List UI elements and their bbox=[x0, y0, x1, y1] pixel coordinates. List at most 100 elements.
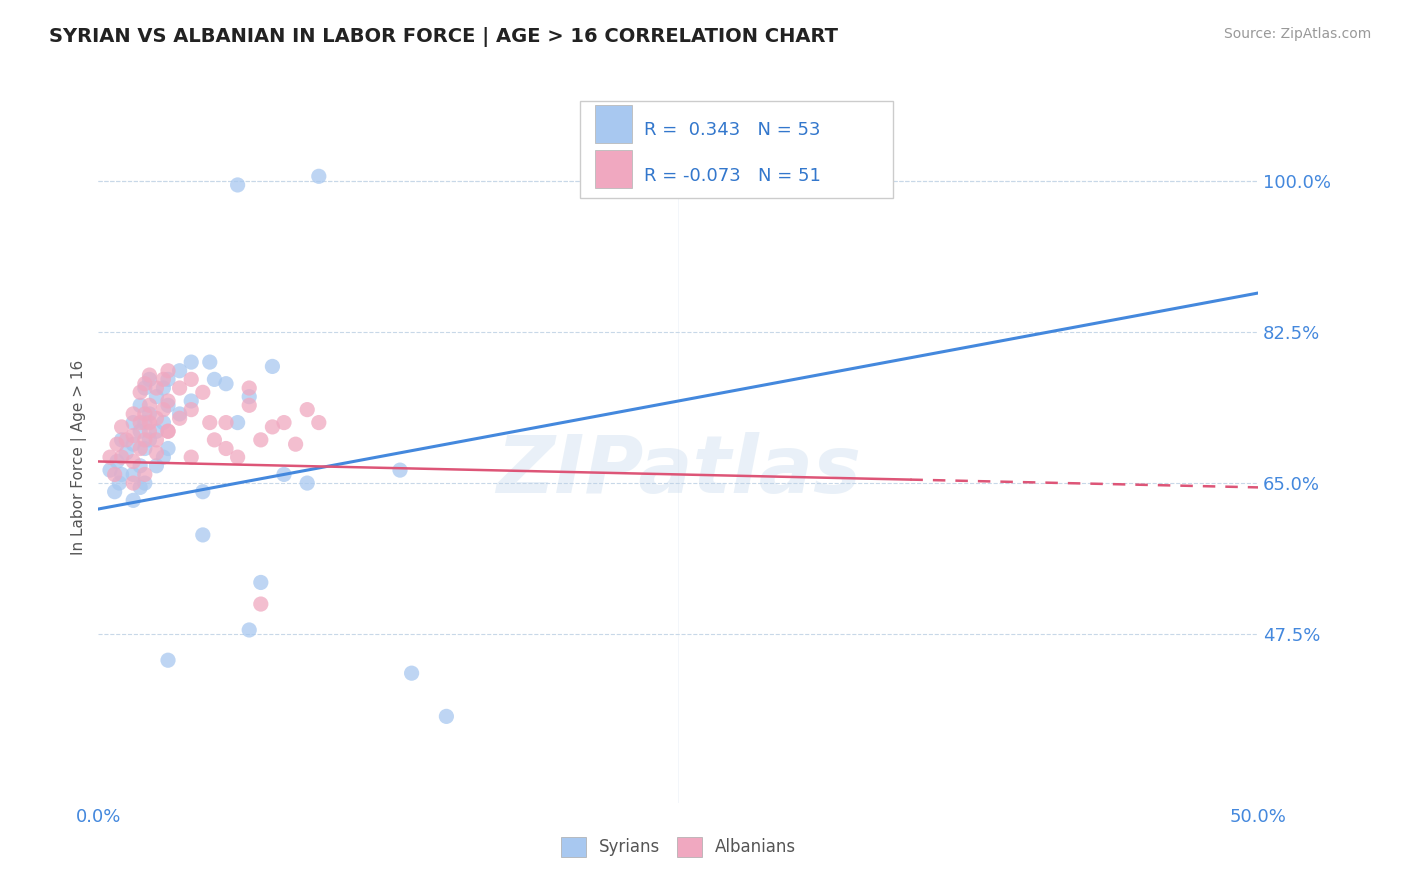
Point bbox=[157, 424, 180, 438]
Point bbox=[180, 355, 202, 369]
FancyBboxPatch shape bbox=[595, 150, 633, 188]
Point bbox=[215, 442, 238, 456]
Point bbox=[180, 450, 202, 464]
Point bbox=[145, 446, 167, 460]
Point bbox=[169, 364, 191, 378]
Point bbox=[152, 450, 174, 464]
Point bbox=[122, 467, 145, 482]
Point bbox=[226, 450, 249, 464]
Point bbox=[191, 484, 214, 499]
Point bbox=[250, 433, 273, 447]
Point bbox=[134, 407, 156, 421]
Point bbox=[111, 433, 132, 447]
Point bbox=[111, 467, 132, 482]
Point bbox=[157, 398, 180, 412]
Point bbox=[122, 428, 145, 442]
Point bbox=[226, 416, 249, 430]
Point bbox=[105, 437, 128, 451]
FancyBboxPatch shape bbox=[579, 101, 893, 198]
Point bbox=[157, 424, 180, 438]
Point bbox=[122, 407, 145, 421]
Point bbox=[157, 394, 180, 409]
Y-axis label: In Labor Force | Age > 16: In Labor Force | Age > 16 bbox=[72, 359, 87, 555]
Point bbox=[198, 355, 221, 369]
Point bbox=[152, 372, 174, 386]
Point bbox=[169, 381, 191, 395]
Point bbox=[115, 433, 138, 447]
Point bbox=[204, 372, 226, 386]
Point bbox=[129, 458, 152, 473]
Point bbox=[129, 442, 152, 456]
Point bbox=[134, 416, 156, 430]
Legend: Syrians, Albanians: Syrians, Albanians bbox=[554, 830, 803, 863]
Point bbox=[238, 390, 260, 404]
Text: SYRIAN VS ALBANIAN IN LABOR FORCE | AGE > 16 CORRELATION CHART: SYRIAN VS ALBANIAN IN LABOR FORCE | AGE … bbox=[49, 27, 838, 46]
Point bbox=[297, 402, 319, 417]
Point bbox=[138, 368, 160, 382]
Point bbox=[169, 411, 191, 425]
Point bbox=[157, 364, 180, 378]
Text: ZIPatlas: ZIPatlas bbox=[496, 432, 860, 510]
Point bbox=[180, 402, 202, 417]
Point bbox=[388, 463, 412, 477]
Point bbox=[191, 528, 214, 542]
Point bbox=[198, 416, 221, 430]
Point bbox=[138, 398, 160, 412]
Point bbox=[157, 372, 180, 386]
Point bbox=[273, 467, 295, 482]
Point bbox=[238, 398, 260, 412]
Point bbox=[157, 442, 180, 456]
Point bbox=[152, 381, 174, 395]
Point bbox=[145, 381, 167, 395]
Point bbox=[134, 376, 156, 391]
Point bbox=[115, 446, 138, 460]
Point bbox=[308, 169, 330, 184]
Point bbox=[191, 385, 214, 400]
Point bbox=[134, 467, 156, 482]
Point bbox=[215, 376, 238, 391]
Point bbox=[104, 484, 127, 499]
Point bbox=[226, 178, 249, 192]
Point bbox=[152, 402, 174, 417]
Point bbox=[215, 416, 238, 430]
Point bbox=[138, 407, 160, 421]
Point bbox=[122, 437, 145, 451]
Point bbox=[284, 437, 307, 451]
Point bbox=[308, 416, 330, 430]
Text: R =  0.343   N = 53: R = 0.343 N = 53 bbox=[644, 121, 820, 139]
Point bbox=[250, 575, 273, 590]
Point bbox=[134, 433, 156, 447]
Point bbox=[238, 381, 260, 395]
Text: Source: ZipAtlas.com: Source: ZipAtlas.com bbox=[1223, 27, 1371, 41]
Point bbox=[122, 476, 145, 491]
Point bbox=[138, 433, 160, 447]
FancyBboxPatch shape bbox=[595, 104, 633, 143]
Point bbox=[262, 420, 284, 434]
Point bbox=[122, 493, 145, 508]
Point bbox=[145, 458, 167, 473]
Point bbox=[134, 381, 156, 395]
Point bbox=[111, 420, 132, 434]
Point bbox=[238, 623, 260, 637]
Text: R = -0.073   N = 51: R = -0.073 N = 51 bbox=[644, 167, 821, 185]
Point bbox=[262, 359, 284, 374]
Point bbox=[401, 666, 423, 681]
Point bbox=[122, 454, 145, 468]
Point bbox=[129, 385, 152, 400]
Point bbox=[436, 709, 458, 723]
Point bbox=[204, 433, 226, 447]
Point bbox=[145, 433, 167, 447]
Point bbox=[138, 372, 160, 386]
Point bbox=[273, 416, 295, 430]
Point bbox=[104, 467, 127, 482]
Point bbox=[250, 597, 273, 611]
Point bbox=[138, 424, 160, 438]
Point bbox=[180, 372, 202, 386]
Point bbox=[105, 454, 128, 468]
Point bbox=[98, 463, 121, 477]
Point bbox=[152, 416, 174, 430]
Point bbox=[98, 450, 121, 464]
Point bbox=[108, 476, 131, 491]
Point bbox=[129, 480, 152, 494]
Point bbox=[138, 416, 160, 430]
